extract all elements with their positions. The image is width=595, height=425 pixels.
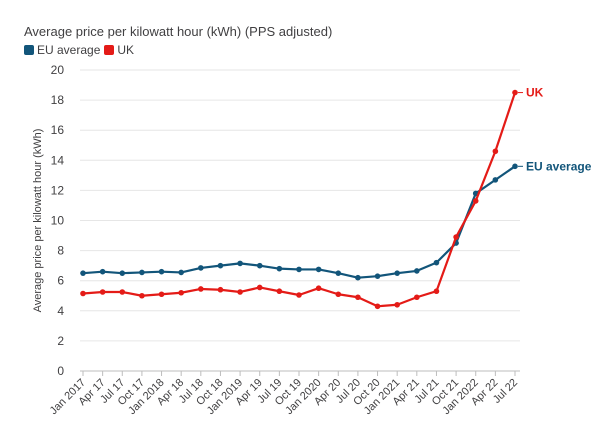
data-point-uk-4 — [158, 291, 165, 298]
data-point-uk-8 — [237, 289, 243, 295]
y-tick-label-4: 4 — [57, 304, 64, 318]
y-tick-label-20: 20 — [51, 63, 65, 77]
legend-label-uk: UK — [117, 43, 135, 57]
data-point-eu-average-21 — [492, 177, 499, 183]
data-point-eu-average-10 — [276, 265, 283, 272]
y-tick-label-18: 18 — [51, 93, 65, 107]
data-point-uk-20 — [472, 198, 479, 204]
data-point-uk-21 — [492, 148, 499, 155]
data-point-uk-7 — [217, 286, 224, 293]
data-point-uk-22 — [512, 89, 518, 96]
data-point-eu-average-15 — [374, 273, 381, 279]
gridlines — [80, 69, 520, 372]
legend-swatch-uk — [104, 45, 115, 55]
data-point-uk-6 — [198, 286, 204, 292]
data-point-eu-average-2 — [119, 270, 126, 276]
data-point-eu-average-1 — [99, 268, 106, 275]
data-point-uk-19 — [453, 234, 459, 240]
data-point-uk-15 — [374, 303, 381, 310]
legend-swatch-eu-average — [24, 45, 34, 55]
data-point-eu-average-4 — [158, 268, 165, 275]
data-point-eu-average-9 — [256, 262, 263, 269]
end-label-uk: UK — [526, 86, 544, 100]
y-axis-tick-labels: 0 2 4 6 8 10 12 14 16 18 20 — [51, 63, 65, 378]
series-lines: EU average UK — [80, 86, 592, 310]
data-point-uk-3 — [139, 292, 145, 299]
legend-item-eu-average[interactable]: EU average — [24, 43, 100, 57]
y-tick-label-6: 6 — [57, 274, 64, 288]
data-point-uk-13 — [335, 291, 342, 298]
data-point-eu-average-0 — [80, 270, 86, 276]
data-point-eu-average-17 — [414, 268, 420, 274]
data-point-uk-18 — [433, 288, 440, 295]
data-point-uk-12 — [315, 285, 322, 292]
data-point-uk-0 — [80, 290, 86, 297]
y-tick-label-12: 12 — [51, 183, 65, 197]
data-point-uk-1 — [99, 289, 106, 295]
data-point-eu-average-3 — [139, 269, 145, 276]
data-point-eu-average-14 — [355, 274, 361, 281]
data-point-eu-average-22 — [512, 163, 518, 170]
data-point-eu-average-13 — [335, 270, 342, 276]
data-point-eu-average-16 — [394, 270, 400, 276]
data-point-uk-16 — [394, 301, 400, 308]
y-axis-title: Average price per kilowatt hour (kWh) — [32, 129, 44, 313]
data-point-eu-average-12 — [315, 266, 322, 273]
legend: EU average UK — [24, 43, 138, 57]
y-tick-label-10: 10 — [51, 214, 65, 228]
series-line-uk — [82, 92, 517, 308]
data-point-uk-11 — [296, 292, 302, 298]
chart-title: Average price per kilowatt hour (kWh) (P… — [24, 24, 333, 39]
data-point-eu-average-11 — [296, 266, 302, 273]
data-point-eu-average-18 — [433, 259, 440, 266]
data-point-uk-9 — [256, 284, 263, 291]
data-point-eu-average-6 — [198, 265, 204, 271]
y-tick-label-2: 2 — [57, 334, 64, 348]
data-point-uk-17 — [414, 294, 420, 301]
data-point-uk-2 — [119, 289, 126, 295]
data-point-uk-10 — [276, 288, 283, 295]
series-line-eu-average — [82, 165, 516, 279]
y-tick-label-0: 0 — [57, 364, 64, 378]
data-point-eu-average-7 — [217, 262, 224, 269]
end-label-eu-average: EU average — [526, 159, 592, 173]
y-tick-label-14: 14 — [51, 153, 65, 167]
legend-item-uk[interactable]: UK — [104, 43, 134, 57]
data-point-uk-14 — [355, 294, 361, 301]
y-tick-label-16: 16 — [51, 123, 65, 137]
legend-label-eu-average: EU average — [37, 43, 101, 57]
data-point-eu-average-5 — [178, 269, 184, 276]
data-point-uk-5 — [178, 289, 184, 296]
data-point-eu-average-8 — [237, 260, 243, 267]
y-tick-label-8: 8 — [57, 244, 64, 258]
